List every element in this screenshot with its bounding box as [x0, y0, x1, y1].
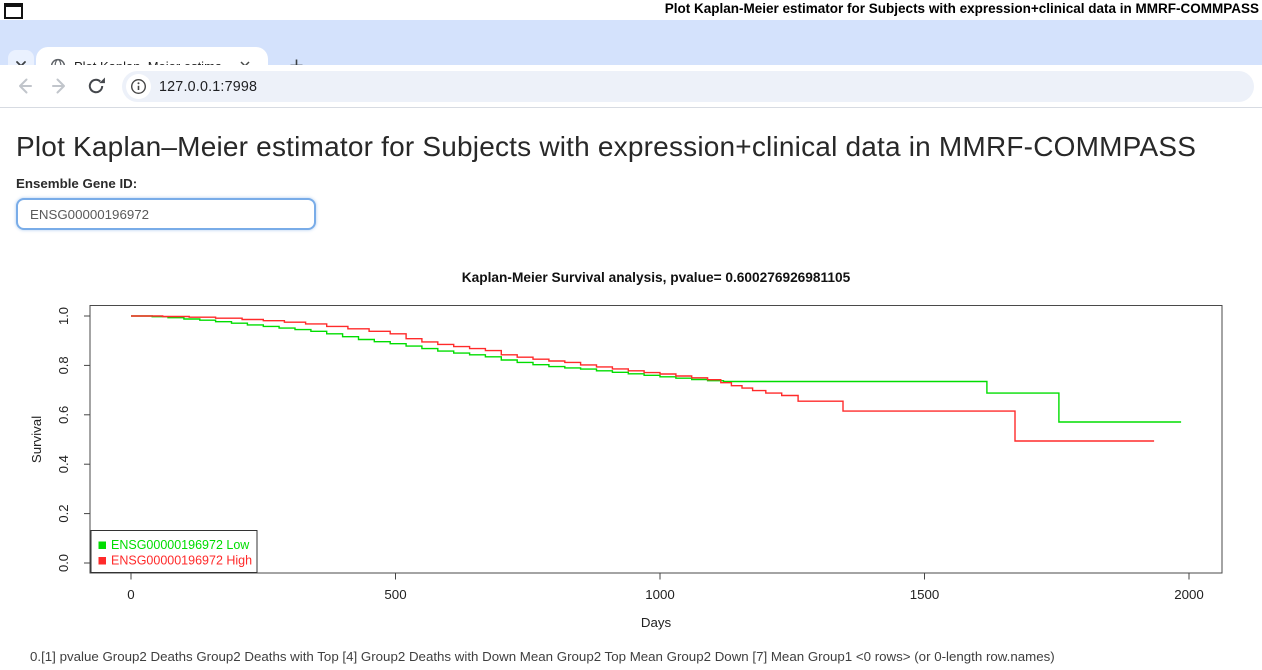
svg-text:ENSG00000196972 Low: ENSG00000196972 Low: [111, 538, 250, 552]
svg-text:0.0: 0.0: [56, 554, 71, 572]
svg-text:500: 500: [384, 587, 406, 602]
svg-text:0.2: 0.2: [56, 505, 71, 523]
x-axis: 0 500 1000 1500 2000 Days: [127, 573, 1204, 630]
km-curve-low: [131, 315, 1182, 423]
reload-button[interactable]: [84, 74, 108, 98]
page-content: Plot Kaplan–Meier estimator for Subjects…: [0, 108, 1262, 670]
svg-text:0.6: 0.6: [56, 406, 71, 424]
back-arrow-icon: [19, 78, 32, 94]
svg-text:1.0: 1.0: [56, 307, 71, 325]
gene-id-label: Ensemble Gene ID:: [16, 176, 138, 191]
svg-text:1500: 1500: [910, 587, 940, 602]
gene-id-input[interactable]: [16, 198, 316, 230]
page-title: Plot Kaplan–Meier estimator for Subjects…: [16, 131, 1197, 162]
window-icon: [4, 3, 23, 19]
window-title: Plot Kaplan-Meier estimator for Subjects…: [664, 1, 1259, 16]
url-text: 127.0.0.1:7998: [159, 78, 258, 95]
back-button[interactable]: [12, 74, 36, 98]
svg-text:2000: 2000: [1174, 587, 1204, 602]
address-bar[interactable]: 127.0.0.1:7998: [122, 71, 1254, 102]
browser-toolbar: 127.0.0.1:7998: [0, 65, 1262, 108]
svg-text:0: 0: [127, 587, 134, 602]
tab-strip: Plot Kaplan–Meier estima: [0, 20, 1262, 85]
svg-text:ENSG00000196972 High: ENSG00000196972 High: [111, 553, 252, 567]
svg-text:1000: 1000: [645, 587, 675, 602]
svg-text:0.4: 0.4: [56, 455, 71, 473]
svg-text:0.8: 0.8: [56, 356, 71, 374]
status-text: 0.[1] pvalue Group2 Deaths Group2 Deaths…: [30, 649, 1055, 664]
chart-title: Kaplan-Meier Survival analysis, pvalue= …: [462, 270, 851, 285]
plot-box: [89, 305, 1223, 574]
site-info-button[interactable]: [126, 74, 151, 99]
x-axis-label: Days: [641, 615, 672, 630]
forward-button[interactable]: [48, 74, 72, 98]
kaplan-meier-chart: Kaplan-Meier Survival analysis, pvalue= …: [29, 270, 1223, 630]
window-title-bar: Plot Kaplan-Meier estimator for Subjects…: [0, 0, 1262, 21]
reload-icon: [88, 77, 105, 94]
km-curve-high: [131, 315, 1155, 442]
forward-arrow-icon: [52, 78, 65, 94]
y-axis-label: Survival: [29, 416, 44, 463]
y-axis: 0.0 0.2 0.4 0.6 0.8 1.0 Survival: [29, 307, 90, 572]
info-icon: [130, 78, 147, 95]
